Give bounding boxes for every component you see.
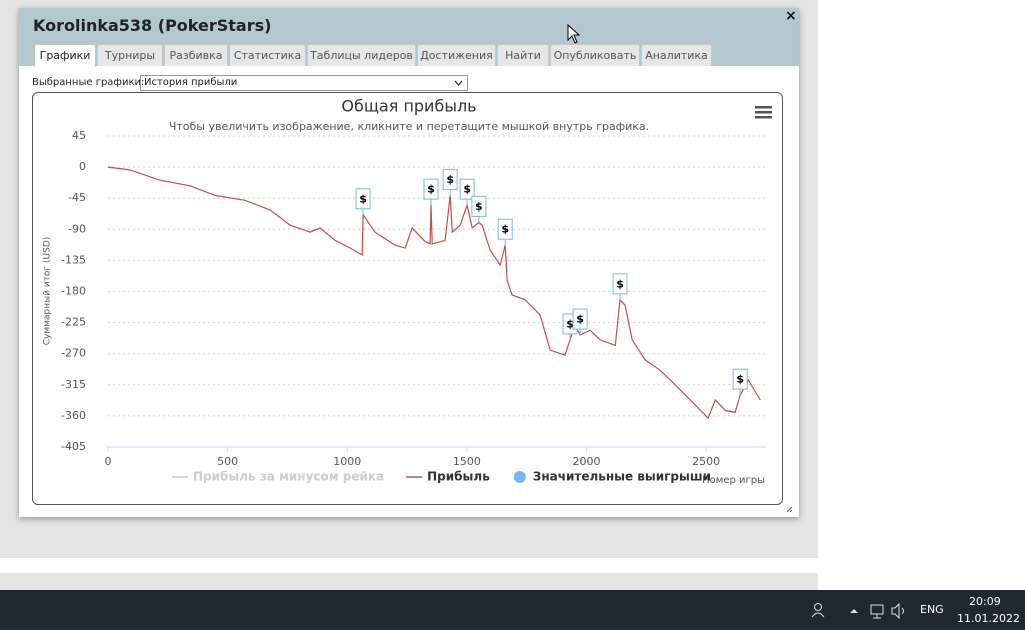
y-tick-label: 45 — [72, 129, 86, 142]
y-tick-label: -90 — [68, 222, 86, 235]
y-tick-label: -180 — [61, 285, 86, 298]
close-button[interactable]: × — [785, 8, 797, 24]
tab[interactable]: Достижения — [417, 44, 496, 66]
tab[interactable]: Аналитика — [641, 44, 712, 66]
flag-label: $ — [576, 313, 584, 326]
clock-date[interactable]: 11.01.2022 — [957, 612, 1020, 625]
flag[interactable] — [497, 218, 513, 240]
flag-label: $ — [501, 223, 509, 236]
taskbar: ENG 20:09 11.01.2022 — [0, 590, 1025, 630]
chevron — [454, 80, 463, 86]
resize-grip — [786, 506, 793, 513]
menu-button[interactable] — [755, 106, 772, 119]
flag[interactable] — [471, 195, 487, 217]
flag[interactable] — [442, 168, 458, 190]
chart-subtitle: Чтобы увеличить изображение, кликните и … — [169, 120, 649, 133]
flag[interactable] — [612, 273, 628, 295]
backdrop-lower — [0, 573, 818, 590]
y-tick-label: -405 — [61, 440, 86, 453]
selected-value: История прибыли — [144, 77, 238, 88]
flag-label: $ — [463, 183, 471, 196]
x-tick-label: 1500 — [453, 455, 481, 468]
x-tick-label: 2000 — [573, 455, 601, 468]
clock-time[interactable]: 20:09 — [969, 595, 1001, 608]
y-tick-label: -315 — [61, 378, 86, 391]
flag[interactable] — [355, 188, 371, 210]
profit-line — [107, 166, 761, 420]
flag[interactable] — [572, 308, 588, 330]
legend-symbol[interactable] — [513, 471, 526, 483]
tab[interactable]: Турниры — [97, 44, 163, 66]
tab[interactable]: Разбивка — [164, 44, 228, 66]
y-tick-label: -135 — [61, 253, 86, 266]
y-axis-title: Суммарный итог (USD) — [43, 237, 53, 346]
chart: Общая прибыль Чтобы увеличить изображени… — [43, 97, 793, 513]
x-tick-label: 500 — [217, 455, 238, 468]
flag[interactable] — [459, 178, 475, 200]
chart-title: Общая прибыль — [341, 97, 476, 116]
flag[interactable] — [423, 178, 439, 200]
flag-label: $ — [475, 200, 483, 213]
tab[interactable]: Таблицы лидеров — [307, 44, 416, 66]
tab[interactable]: Опубликовать — [550, 44, 640, 66]
chart-select[interactable]: История прибыли — [140, 75, 468, 91]
x-tick-label: 0 — [105, 455, 112, 468]
flag-label: $ — [359, 192, 367, 205]
flag-label: $ — [427, 183, 435, 196]
x-tick-label: 2500 — [692, 455, 720, 468]
flag-label: $ — [446, 173, 454, 186]
dialog-title: Korolinka538 (PokerStars) — [33, 16, 272, 35]
x-tick-label: 1000 — [333, 455, 361, 468]
flag-label: $ — [736, 373, 744, 386]
y-tick-label: -360 — [61, 409, 86, 422]
legend-item[interactable]: Прибыль за минусом рейка — [193, 470, 384, 484]
y-tick-label: -45 — [68, 191, 86, 204]
flag-label: $ — [616, 277, 624, 290]
dialog: Korolinka538 (PokerStars) × Графики Турни… — [19, 8, 799, 517]
tab[interactable]: Графики — [34, 44, 96, 67]
y-tick-label: -270 — [61, 347, 86, 360]
flag[interactable] — [732, 368, 748, 390]
legend-item[interactable]: Значительные выигрыши — [533, 470, 711, 484]
flag-label: $ — [566, 317, 574, 330]
chart-frame — [32, 92, 783, 505]
tab[interactable]: Статистика — [229, 44, 306, 66]
cursor — [567, 24, 581, 44]
tray-icons — [811, 602, 904, 620]
y-tick-label: 0 — [79, 160, 86, 173]
legend-item[interactable]: Прибыль — [427, 470, 490, 484]
language[interactable]: ENG — [920, 603, 944, 616]
selector-label: Выбранные графики: — [32, 77, 145, 88]
tab[interactable]: Найти — [497, 44, 549, 66]
x-axis-title: Номер игры — [702, 475, 765, 486]
y-tick-label: -225 — [61, 316, 86, 329]
